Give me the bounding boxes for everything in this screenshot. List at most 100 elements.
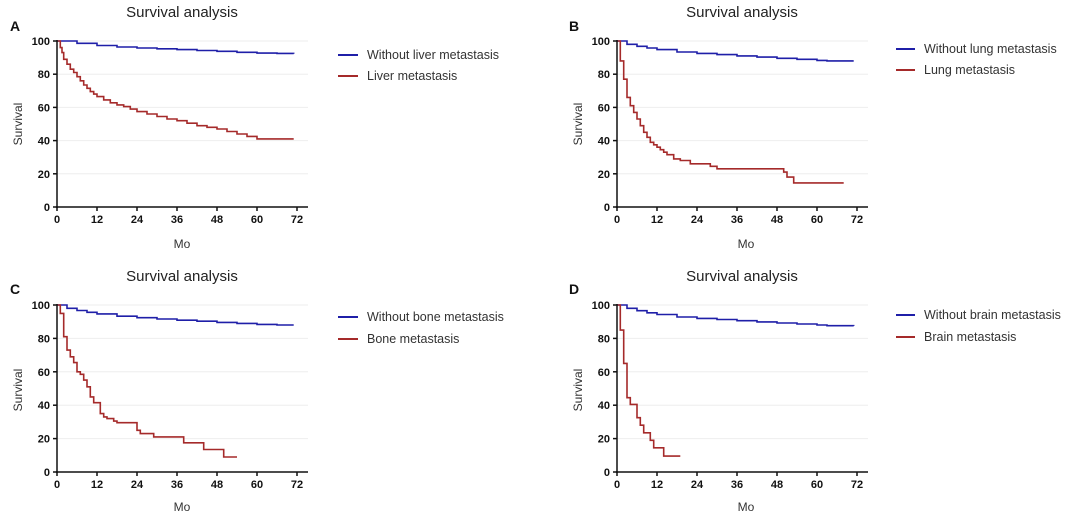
panel-b-y-tick-label: 0: [604, 202, 610, 214]
panel-d-y-tick-label: 40: [598, 400, 610, 412]
legend-label-without-brain: Without brain metastasis: [924, 308, 1061, 322]
panel-a-curves: [57, 40, 295, 140]
panel-a-legend: Without liver metastasis Liver metastasi…: [338, 48, 499, 83]
panel-a-y-tick-label: 80: [38, 69, 50, 81]
panel-d-ticks: 0 12 24 36 48 60 72 0 20 40 60 80 100: [592, 300, 863, 491]
legend-label-without-liver: Without liver metastasis: [367, 48, 499, 62]
panel-b-title: Survival analysis: [686, 4, 798, 21]
panel-d-y-tick-label: 80: [598, 333, 610, 345]
panel-a-x-tick-label: 72: [291, 214, 303, 226]
panel-b-y-tick-label: 80: [598, 69, 610, 81]
panel-d-axes: [616, 304, 868, 473]
panel-c-x-tick-label: 12: [91, 479, 103, 491]
panel-b-x-tick-label: 60: [811, 214, 823, 226]
panel-c-y-tick-label: 100: [32, 300, 50, 312]
panel-c-ticks: 0 12 24 36 48 60 72 0 20 40 60 80 100: [32, 300, 303, 491]
panel-c-x-tick-label: 48: [211, 479, 223, 491]
panel-c-y-axis-title: Survival: [11, 369, 25, 412]
curve-bone-metastasis: [57, 304, 237, 458]
panel-b-x-axis-title: Mo: [738, 237, 755, 251]
curve-liver-metastasis: [57, 40, 294, 140]
panel-c-y-tick-label: 20: [38, 434, 50, 446]
legend-label-bone: Bone metastasis: [367, 332, 459, 346]
panel-b-y-axis-title: Survival: [571, 103, 585, 146]
panel-c-x-tick-label: 60: [251, 479, 263, 491]
panel-a-y-tick-label: 100: [32, 36, 50, 48]
curve-lung-metastasis: [617, 40, 844, 184]
panel-d-x-tick-label: 60: [811, 479, 823, 491]
panel-d-y-axis-title: Survival: [571, 369, 585, 412]
panel-d-y-tick-label: 60: [598, 367, 610, 379]
panel-b-x-tick-label: 0: [614, 214, 620, 226]
panel-b-y-tick-label: 20: [598, 169, 610, 181]
panel-b-curves: [617, 40, 854, 184]
panel-a-y-tick-label: 0: [44, 202, 50, 214]
panel-a-y-tick-label: 40: [38, 136, 50, 148]
panel-a-axes: [56, 40, 308, 208]
legend-label-without-lung: Without lung metastasis: [924, 42, 1057, 56]
panel-a-x-tick-label: 60: [251, 214, 263, 226]
panel-c-y-tick-label: 80: [38, 333, 50, 345]
legend-label-brain: Brain metastasis: [924, 330, 1016, 344]
panel-a-x-tick-label: 48: [211, 214, 223, 226]
panel-d-x-axis-title: Mo: [738, 500, 755, 514]
panel-a: Survival analysis A Survival Mo 0 12 24 36 4…: [10, 4, 499, 251]
panel-a-ticks: 0 12 24 36 48 60 72 0 20 40 60 80 100: [32, 36, 303, 226]
panel-a-y-tick-label: 20: [38, 169, 50, 181]
panel-b-y-tick-label: 60: [598, 102, 610, 114]
panel-b-x-tick-label: 12: [651, 214, 663, 226]
legend-label-lung: Lung metastasis: [924, 63, 1015, 77]
panel-d-legend: Without brain metastasis Brain metastasi…: [896, 308, 1061, 344]
panel-d-x-tick-label: 48: [771, 479, 783, 491]
panel-a-x-axis-title: Mo: [174, 237, 191, 251]
curve-without-lung-metastasis: [617, 40, 854, 62]
panel-d-x-tick-label: 36: [731, 479, 743, 491]
panel-c-legend: Without bone metastasis Bone metastasis: [338, 310, 504, 346]
panel-d-x-tick-label: 72: [851, 479, 863, 491]
panel-a-x-tick-label: 12: [91, 214, 103, 226]
panel-c-y-tick-label: 60: [38, 367, 50, 379]
panel-d-x-tick-label: 12: [651, 479, 663, 491]
curve-without-brain-metastasis: [617, 304, 855, 327]
panel-d-grid: [617, 304, 868, 440]
panel-a-grid: [57, 40, 308, 175]
panel-c-x-tick-label: 0: [54, 479, 60, 491]
panel-b-x-tick-label: 36: [731, 214, 743, 226]
panel-b-grid: [617, 40, 868, 175]
curve-without-liver-metastasis: [57, 40, 295, 55]
panel-d-y-tick-label: 20: [598, 434, 610, 446]
panel-c-grid: [57, 304, 308, 440]
panel-d-y-tick-label: 0: [604, 467, 610, 479]
panel-c-x-tick-label: 24: [131, 479, 144, 491]
panel-a-title: Survival analysis: [126, 4, 238, 21]
panel-c-y-tick-label: 40: [38, 400, 50, 412]
panel-a-x-tick-label: 0: [54, 214, 60, 226]
panel-c-axes: [56, 304, 308, 473]
panel-a-x-tick-label: 36: [171, 214, 183, 226]
panel-b-x-tick-label: 24: [691, 214, 704, 226]
panel-d-x-tick-label: 0: [614, 479, 620, 491]
panel-b: Survival analysis B Survival Mo 0 12 24 36 4…: [569, 4, 1057, 251]
panel-d-y-tick-label: 100: [592, 300, 610, 312]
panel-c-curves: [57, 304, 294, 458]
panel-a-y-axis-title: Survival: [11, 103, 25, 146]
panel-d-x-tick-label: 24: [691, 479, 704, 491]
panel-b-ticks: 0 12 24 36 48 60 72 0 20 40 60 80 100: [592, 36, 863, 226]
panel-b-y-tick-label: 40: [598, 136, 610, 148]
panel-c-label: C: [10, 281, 20, 297]
panel-a-y-tick-label: 60: [38, 102, 50, 114]
panel-b-label: B: [569, 18, 579, 34]
panel-b-axes: [616, 40, 868, 208]
curve-brain-metastasis: [617, 304, 681, 457]
panel-a-x-tick-label: 24: [131, 214, 144, 226]
panel-d-label: D: [569, 281, 579, 297]
panel-c-x-tick-label: 36: [171, 479, 183, 491]
panel-b-x-tick-label: 48: [771, 214, 783, 226]
panel-c-x-axis-title: Mo: [174, 500, 191, 514]
curve-without-bone-metastasis: [57, 304, 294, 326]
panel-c-y-tick-label: 0: [44, 467, 50, 479]
panel-b-legend: Without lung metastasis Lung metastasis: [896, 42, 1057, 77]
panel-a-label: A: [10, 18, 20, 34]
panel-d-title: Survival analysis: [686, 268, 798, 285]
panel-c-title: Survival analysis: [126, 268, 238, 285]
